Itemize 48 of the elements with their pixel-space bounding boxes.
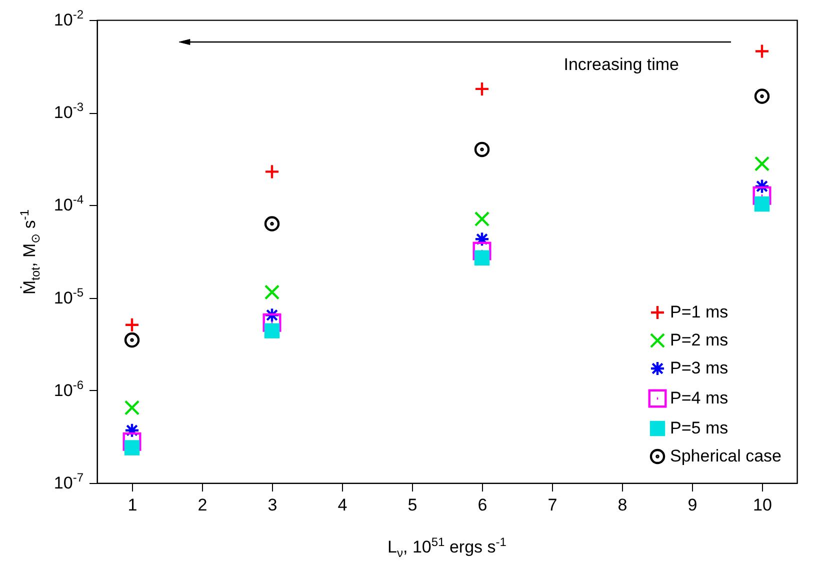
point [264,216,280,232]
point [754,156,770,172]
point [474,232,490,247]
point [124,317,140,332]
legend-label: P=4 ms [670,388,728,408]
x-tick-label: 4 [338,496,348,514]
x-axis-title: L$_{ν}$, 10$^{51}$ ergs s$^{-1}$ [388,535,506,560]
legend-label: P=3 ms [670,358,728,378]
point [474,250,490,266]
point [754,178,770,194]
point [264,323,280,338]
point [124,332,140,348]
point [264,164,280,180]
point [124,422,140,438]
x-tick-label: 1 [128,496,138,514]
point [754,44,770,59]
point [474,142,490,158]
y-tick-label: 10$^{-6}$ [54,378,84,400]
x-tick-label: 9 [688,496,698,514]
point [754,88,770,104]
y-tick-label: 10$^{-7}$ [54,470,84,492]
annotation: Increasing time [564,55,679,74]
x-tick-label: 10 [753,496,772,514]
point [122,432,142,451]
y-tick-label: 10$^{-4}$ [54,192,84,215]
point [264,308,280,323]
legend-label: P=2 ms [670,330,728,350]
point [124,440,140,456]
x-tick-label: 8 [618,496,628,514]
point [754,196,770,212]
x-tick-label: 7 [548,496,558,514]
x-tick-label: 2 [198,496,208,514]
x-tick-label: 3 [268,496,278,514]
legend-label: P=1 ms [670,302,728,322]
point [264,284,280,300]
y-tick-label: 10$^{-2}$ [54,8,84,30]
x-tick-label: 5 [408,496,418,514]
point [474,211,490,227]
point [474,81,490,97]
point [472,242,492,260]
point [752,186,772,205]
y-tick-label: 10$^{-3}$ [54,100,84,122]
y-tick-label: 10$^{-5}$ [54,285,84,308]
point [262,313,282,332]
legend-label: Spherical case [670,446,782,466]
x-tick-label: 6 [478,496,488,514]
legend-label: P=5 ms [670,418,728,438]
point [124,400,140,416]
